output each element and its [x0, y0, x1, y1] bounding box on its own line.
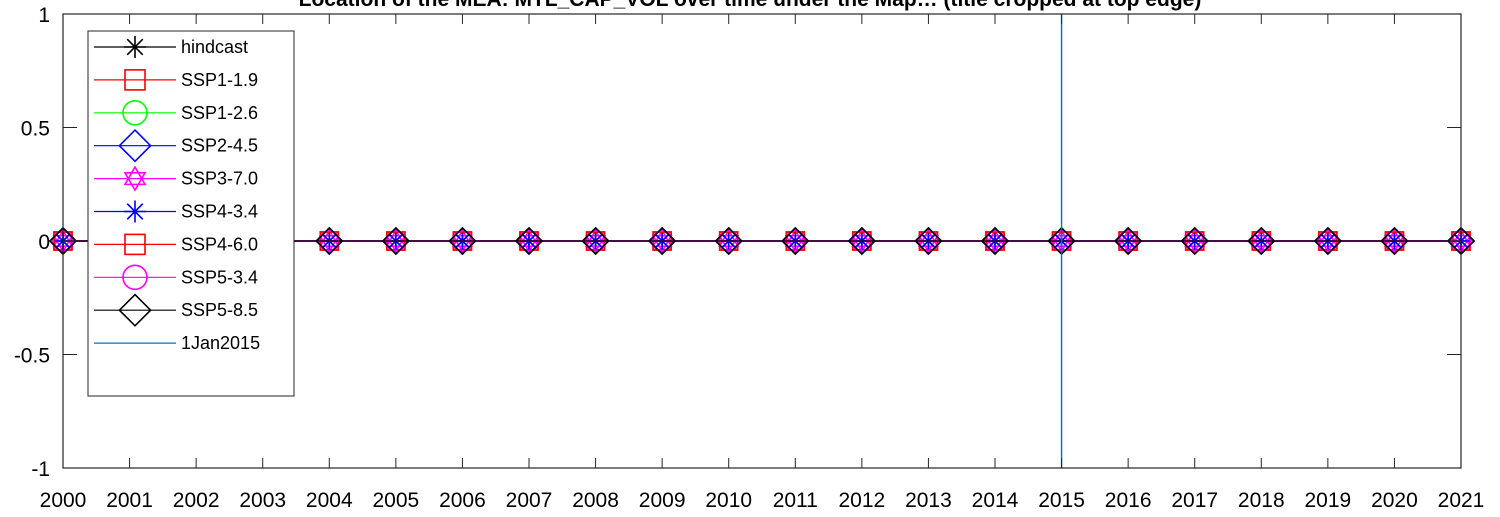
legend-item-SSP4-6.0: SSP4-6.0	[94, 233, 258, 256]
x-tick-label: 2012	[838, 489, 885, 512]
data-point-SSP5-8.5-2020	[1380, 226, 1409, 256]
data-point-SSP5-8.5-2018	[1247, 226, 1276, 256]
legend-item-SSP1-2.6: SSP1-2.6	[94, 100, 258, 126]
data-point-SSP5-8.5-2004	[315, 226, 344, 256]
x-tick-label: 2003	[239, 489, 286, 512]
data-point-SSP5-8.5-2009	[648, 226, 677, 256]
x-tick-label: 2019	[1304, 489, 1351, 512]
y-tick-label: 0	[38, 231, 50, 254]
data-point-SSP5-8.5-2005	[381, 226, 410, 256]
data-point-SSP5-8.5-2019	[1313, 226, 1342, 256]
legend-label: 1Jan2015	[181, 333, 260, 353]
x-tick-label: 2005	[372, 489, 419, 512]
legend-item-SSP2-4.5: SSP2-4.5	[94, 128, 258, 163]
legend-marker-SSP1-1.9	[124, 69, 146, 91]
x-tick-label: 2013	[905, 489, 952, 512]
x-tick-label: 2011	[773, 489, 818, 512]
x-tick-label: 2006	[439, 489, 486, 512]
data-point-SSP5-8.5-2017	[1180, 226, 1209, 256]
chart-title: Location of the MEA: MTL_CAP_VOL over ti…	[299, 0, 1202, 11]
legend: hindcast SSP1-1.9 SSP1-2.6 SSP2-4.5 SSP3-7.0…	[87, 30, 295, 397]
x-tick-label: 2002	[173, 489, 220, 512]
legend-marker-SSP4-6.0	[124, 233, 146, 256]
x-tick-label: 2014	[972, 489, 1019, 512]
series-SSP5-8.5	[48, 226, 1476, 256]
legend-marker-SSP3-7.0	[123, 165, 147, 192]
x-tick-label: 2009	[639, 489, 686, 512]
x-tick-label: 2017	[1171, 489, 1218, 512]
legend-label: SSP5-8.5	[181, 300, 258, 320]
x-tick-label: 2004	[306, 489, 353, 512]
x-tick-label: 2000	[40, 489, 87, 512]
legend-marker-SSP2-4.5	[118, 128, 152, 163]
data-point-SSP5-8.5-2011	[781, 226, 810, 256]
legend-label: SSP4-3.4	[181, 202, 258, 222]
legend-item-SSP1-1.9: SSP1-1.9	[94, 69, 258, 91]
data-point-SSP5-8.5-2008	[581, 226, 610, 256]
data-point-SSP5-8.5-2007	[514, 226, 544, 256]
legend-label: hindcast	[181, 37, 248, 57]
legend-marker-SSP1-2.6	[122, 100, 148, 126]
legend-item-hindcast: hindcast	[94, 36, 248, 58]
legend-label: SSP1-1.9	[181, 70, 258, 90]
x-tick-label: 2018	[1238, 489, 1285, 512]
legend-label: SSP5-3.4	[181, 267, 258, 287]
legend-item-SSP5-3.4: SSP5-3.4	[94, 264, 258, 291]
data-point-SSP5-8.5-2014	[980, 226, 1010, 256]
x-tick-label: 2008	[572, 489, 619, 512]
legend-label: SSP3-7.0	[181, 169, 258, 189]
legend-label: SSP1-2.6	[181, 103, 258, 123]
data-point-SSP5-8.5-2016	[1114, 226, 1143, 256]
legend-item-SSP5-8.5: SSP5-8.5	[94, 293, 258, 327]
legend-marker-hindcast	[124, 36, 146, 58]
x-tick-label: 2020	[1371, 489, 1418, 512]
x-tick-label: 2007	[506, 489, 553, 512]
legend-item-SSP3-7.0: SSP3-7.0	[94, 165, 258, 192]
legend-label: SSP4-6.0	[181, 234, 258, 254]
x-tick-label: 2021	[1438, 489, 1485, 512]
x-tick-label: 2016	[1105, 489, 1152, 512]
y-tick-label: -1	[31, 458, 50, 481]
legend-marker-SSP4-3.4	[124, 200, 146, 223]
legend-item-SSP4-3.4: SSP4-3.4	[94, 200, 258, 223]
y-tick-label: 1	[38, 4, 50, 27]
x-tick-label: 2015	[1038, 489, 1085, 512]
data-point-SSP5-8.5-2013	[914, 226, 943, 256]
legend-item-1Jan2015: 1Jan2015	[94, 333, 260, 353]
legend-label: SSP2-4.5	[181, 136, 258, 156]
data-point-SSP5-8.5-2010	[714, 226, 743, 256]
x-tick-label: 2010	[705, 489, 752, 512]
data-point-SSP5-8.5-2006	[448, 226, 477, 256]
data-point-SSP5-8.5-2012	[847, 226, 876, 256]
legend-marker-SSP5-3.4	[122, 264, 148, 291]
x-tick-label: 2001	[106, 489, 153, 512]
y-tick-label: 0.5	[21, 118, 50, 141]
legend-marker-SSP5-8.5	[118, 293, 152, 327]
legend-box	[87, 30, 295, 397]
y-tick-label: -0.5	[14, 345, 50, 368]
